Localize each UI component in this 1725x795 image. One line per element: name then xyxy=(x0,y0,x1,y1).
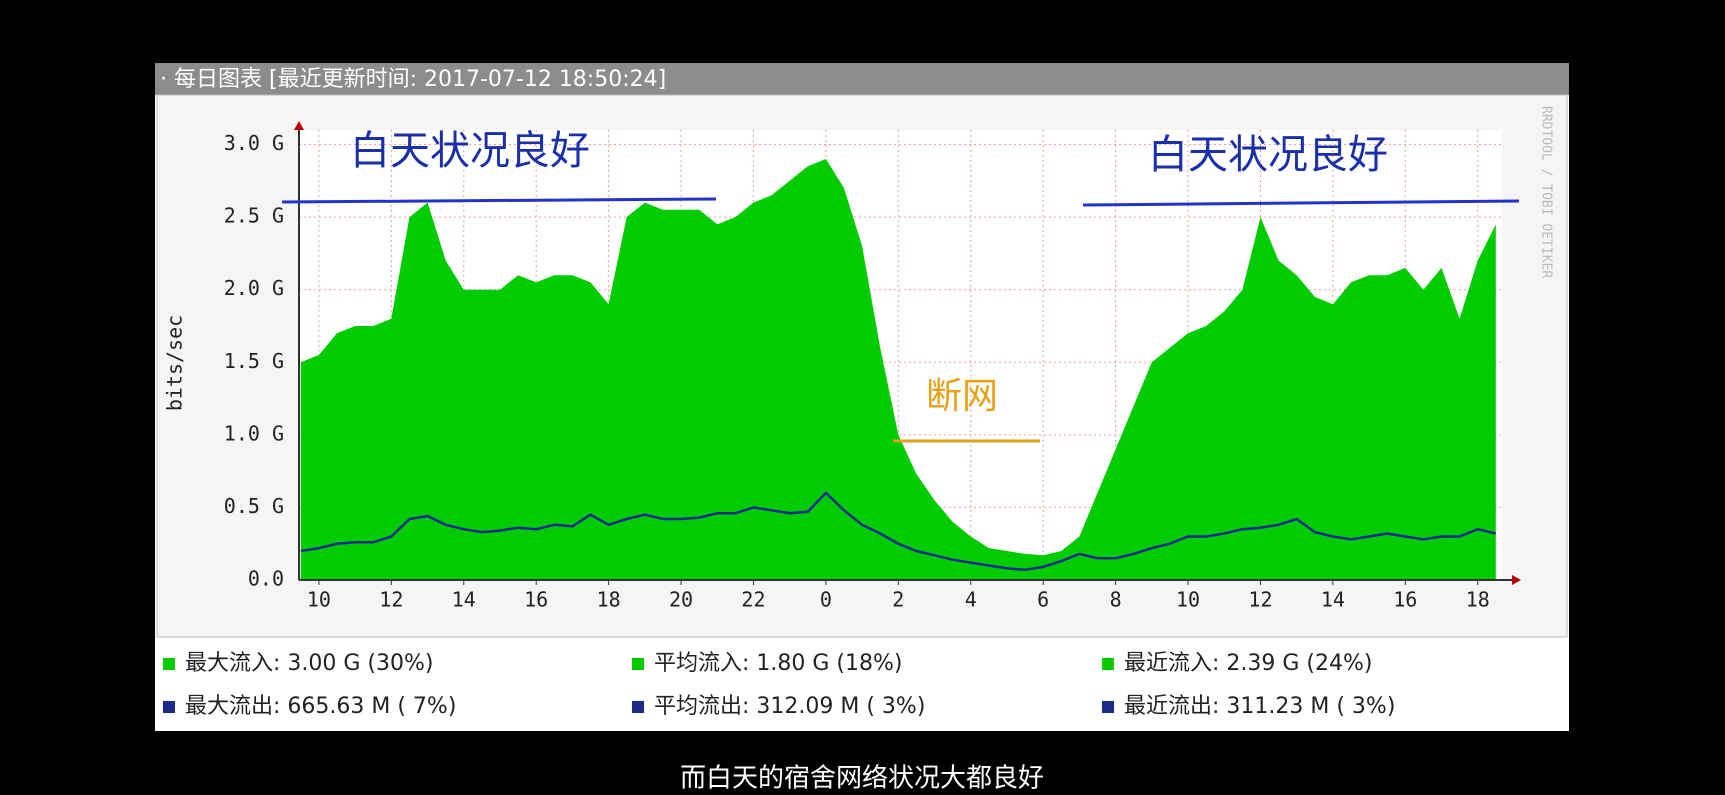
x-tick-label: 18 xyxy=(1466,588,1490,612)
marks xyxy=(300,159,1497,580)
chart-title: · 每日图表 [最近更新时间: 2017-07-12 18:50:24] xyxy=(160,67,666,92)
x-tick-label: 14 xyxy=(452,588,476,612)
legend-swatch xyxy=(632,701,644,713)
x-tick-label: 18 xyxy=(597,588,621,612)
annotation-line xyxy=(1082,199,1520,207)
watermark: RRDTOOL / TOBI OETIKER xyxy=(1539,106,1554,278)
annotation: 断网 xyxy=(926,376,998,417)
caption: 而白天的宿舍网络状况大都良好 xyxy=(680,764,1044,794)
legend-text: 最近流入: 2.39 G (24%) xyxy=(1124,651,1373,676)
annotation: 白天状况良好 xyxy=(350,128,590,174)
y-tick-label: 0.0 xyxy=(248,567,284,591)
y-arrow xyxy=(294,121,304,130)
legend: 最大流入: 3.00 G (30%) 平均流入: 1.80 G (18%) 最近流入… xyxy=(163,651,1395,719)
x-tick-label: 12 xyxy=(379,588,403,612)
annotation-line xyxy=(281,197,717,204)
annotation: 白天状况良好 xyxy=(1148,132,1388,178)
y-tick-label: 2.5 G xyxy=(224,204,284,228)
legend-text: 最大流出: 665.63 M ( 7%) xyxy=(185,694,456,719)
y-tick-label: 1.5 G xyxy=(224,349,284,373)
x-tick-label: 6 xyxy=(1037,588,1049,612)
legend-text: 最近流出: 311.23 M ( 3%) xyxy=(1124,694,1395,719)
inflow-area xyxy=(300,159,1496,580)
y-tick-label: 1.0 G xyxy=(224,421,284,445)
x-tick-label: 16 xyxy=(1393,588,1417,612)
x-tick-label: 2 xyxy=(892,588,904,612)
y-tick-label: 3.0 G xyxy=(224,131,284,155)
y-tick-label: 2.0 G xyxy=(224,276,284,300)
x-tick-label: 10 xyxy=(307,588,331,612)
y-tick-label: 0.5 G xyxy=(224,494,284,518)
legend-swatch xyxy=(632,658,644,670)
x-tick-label: 14 xyxy=(1321,588,1345,612)
ticks: 0.0 0.5 G 1.0 G 1.5 G 2.0 G 2.5 G 3.0 G 10 12 14 1… xyxy=(224,131,1490,611)
legend-text: 平均流出: 312.09 M ( 3%) xyxy=(654,694,925,719)
legend-swatch xyxy=(163,701,175,713)
legend-text: 平均流入: 1.80 G (18%) xyxy=(654,651,903,676)
y-axis-label: bits/sec xyxy=(163,315,187,411)
x-tick-label: 16 xyxy=(524,588,548,612)
legend-swatch xyxy=(1102,701,1114,713)
legend-swatch xyxy=(163,658,175,670)
x-tick-label: 8 xyxy=(1110,588,1122,612)
x-tick-label: 20 xyxy=(669,588,693,612)
legend-text: 最大流入: 3.00 G (30%) xyxy=(185,651,434,676)
x-tick-label: 10 xyxy=(1176,588,1200,612)
header-bar xyxy=(155,63,1569,95)
legend-swatch xyxy=(1102,658,1114,670)
outflow-line xyxy=(300,491,1497,572)
x-tick-label: 12 xyxy=(1248,588,1272,612)
x-tick-label: 4 xyxy=(965,588,977,612)
x-tick-label: 22 xyxy=(741,588,765,612)
x-tick-label: 0 xyxy=(820,588,832,612)
x-arrow xyxy=(1512,575,1521,585)
